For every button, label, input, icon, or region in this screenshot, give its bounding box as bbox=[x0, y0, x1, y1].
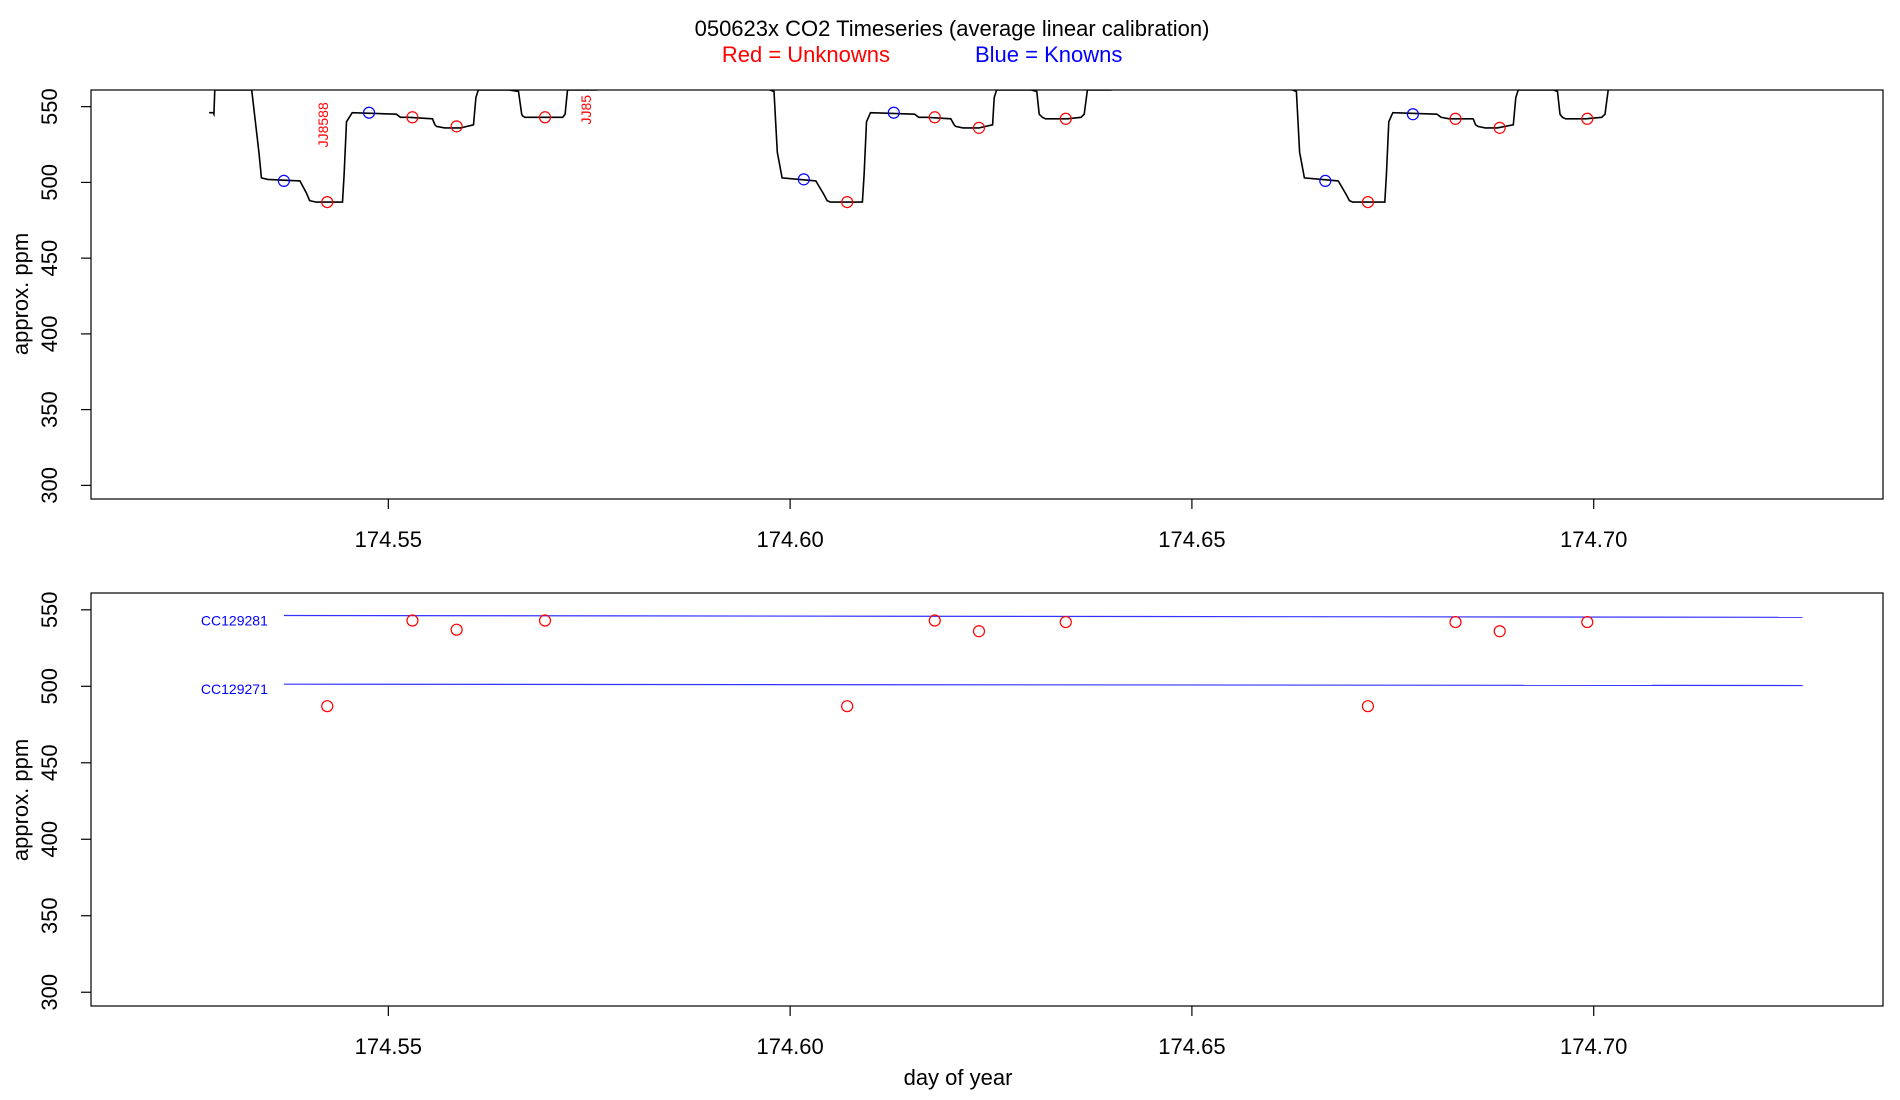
bottom-y-tick-label: 350 bbox=[37, 897, 62, 934]
unknown-point bbox=[321, 700, 334, 713]
unknown-point bbox=[1493, 121, 1506, 134]
unknown-point bbox=[1493, 625, 1506, 638]
top-y-axis-label: approx. ppm bbox=[8, 233, 33, 355]
unknown-point bbox=[406, 614, 419, 627]
top-x-tick-label: 174.70 bbox=[1560, 527, 1627, 552]
top-y-tick-label: 500 bbox=[37, 164, 62, 201]
unknown-point bbox=[1449, 112, 1462, 125]
bottom-x-tick-label: 174.70 bbox=[1560, 1034, 1627, 1059]
known-point bbox=[1406, 108, 1420, 121]
top-y-tick-label: 350 bbox=[37, 391, 62, 428]
unknown-point bbox=[841, 195, 854, 209]
bottom-x-tick-label: 174.60 bbox=[756, 1034, 823, 1059]
sample-id-annotation: JJ85 bbox=[578, 95, 594, 125]
bottom-x-tick-label: 174.65 bbox=[1158, 1034, 1225, 1059]
top-y-tick-label: 550 bbox=[37, 88, 62, 125]
bottom-x-axis-label: day of year bbox=[904, 1065, 1013, 1090]
unknown-point bbox=[450, 623, 463, 636]
bottom-x-axis: 174.55 174.60 174.65 174.70 bbox=[355, 1006, 1627, 1059]
bottom-standard-labels: CC129281 CC129271 bbox=[201, 612, 268, 697]
known-point bbox=[797, 173, 810, 186]
unknown-point bbox=[1059, 615, 1072, 629]
top-plot-frame bbox=[90, 89, 1884, 500]
bottom-y-tick-label: 400 bbox=[37, 821, 62, 858]
unknown-point bbox=[538, 111, 552, 124]
unknown-point bbox=[1581, 615, 1594, 629]
unknown-point bbox=[928, 614, 941, 627]
top-y-tick-label: 400 bbox=[37, 316, 62, 353]
unknown-point bbox=[1361, 195, 1375, 209]
known-point bbox=[362, 106, 376, 119]
known-point bbox=[1319, 174, 1332, 187]
legend-unknowns: Red = Unknowns bbox=[722, 42, 890, 67]
unknown-point bbox=[1059, 112, 1072, 125]
bottom-y-axis-label: approx. ppm bbox=[8, 739, 33, 861]
top-x-axis: 174.55 174.60 174.65 174.70 bbox=[355, 499, 1627, 552]
unknown-point bbox=[450, 120, 463, 133]
top-x-tick-label: 174.65 bbox=[1158, 527, 1225, 552]
bottom-plot-frame bbox=[90, 592, 1884, 1007]
standard-label: CC129281 bbox=[201, 612, 268, 628]
known-point bbox=[887, 106, 900, 119]
unknown-point bbox=[841, 700, 854, 713]
unknown-point bbox=[321, 195, 334, 209]
sample-id-annotation: JJ8588 bbox=[315, 102, 331, 147]
standard-label: CC129271 bbox=[201, 681, 268, 697]
top-plot-area bbox=[209, 90, 1609, 209]
unknown-point bbox=[972, 121, 986, 134]
bottom-x-tick-label: 174.55 bbox=[355, 1034, 422, 1059]
bottom-y-tick-label: 450 bbox=[37, 744, 62, 781]
top-annotations: JJ8588 JJ85 bbox=[315, 95, 594, 148]
unknown-point bbox=[928, 111, 941, 124]
unknown-point bbox=[972, 625, 986, 638]
top-x-tick-label: 174.55 bbox=[355, 527, 422, 552]
unknown-point bbox=[1361, 700, 1375, 713]
known-point bbox=[277, 174, 290, 187]
unknown-point bbox=[406, 111, 419, 124]
standard-line bbox=[283, 614, 1803, 618]
bottom-y-tick-label: 300 bbox=[37, 974, 62, 1011]
bottom-y-tick-label: 550 bbox=[37, 591, 62, 628]
top-y-tick-label: 300 bbox=[37, 467, 62, 504]
unknown-point bbox=[538, 614, 552, 627]
co2-trace-line bbox=[1292, 90, 1609, 203]
legend-knowns: Blue = Knowns bbox=[975, 42, 1122, 67]
standard-line bbox=[283, 683, 1803, 687]
bottom-y-tick-label: 500 bbox=[37, 668, 62, 705]
unknown-point bbox=[1581, 112, 1594, 125]
top-y-axis: 300 350 400 450 500 550 bbox=[37, 88, 91, 504]
co2-trace-line bbox=[209, 90, 598, 203]
bottom-plot-area bbox=[283, 614, 1803, 713]
unknown-point bbox=[1449, 615, 1462, 629]
top-y-tick-label: 450 bbox=[37, 240, 62, 277]
chart-title: 050623x CO2 Timeseries (average linear c… bbox=[695, 16, 1210, 41]
co2-trace-line bbox=[769, 90, 1112, 203]
top-x-tick-label: 174.60 bbox=[756, 527, 823, 552]
bottom-y-axis: 300 350 400 450 500 550 bbox=[37, 591, 91, 1011]
